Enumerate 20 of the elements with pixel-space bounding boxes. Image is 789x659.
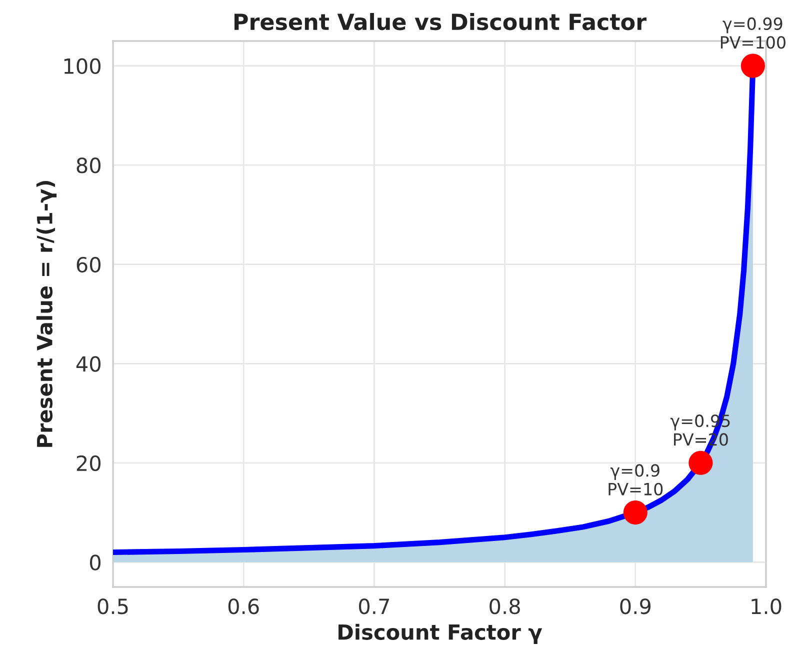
chart-title: Present Value vs Discount Factor xyxy=(234,13,646,30)
y-tick-label: 40 xyxy=(76,356,101,372)
x-tick-label: 0.9 xyxy=(620,598,650,614)
x-tick-label: 1.0 xyxy=(752,598,782,614)
x-tick-label: 0.7 xyxy=(359,598,389,614)
y-tick-label: 100 xyxy=(64,58,101,74)
annotation: γ=0.99 PV=100 xyxy=(720,17,786,49)
y-tick-label: 60 xyxy=(76,256,101,273)
annotation: γ=0.9 PV=10 xyxy=(608,464,663,496)
x-tick-label: 0.6 xyxy=(228,598,259,614)
point xyxy=(740,54,765,78)
point xyxy=(688,450,713,475)
y-axis-title: Present Value = r/(1-γ) xyxy=(36,180,57,447)
x-tick-label: 0.8 xyxy=(490,598,520,614)
y-tick-label: 20 xyxy=(76,455,101,472)
y-tick-label: 0 xyxy=(90,554,101,570)
x-axis-title: Discount Factor γ xyxy=(338,624,542,644)
y-tick-label: 80 xyxy=(76,158,101,174)
x-tick-label: 0.5 xyxy=(98,598,128,614)
point xyxy=(623,500,648,525)
